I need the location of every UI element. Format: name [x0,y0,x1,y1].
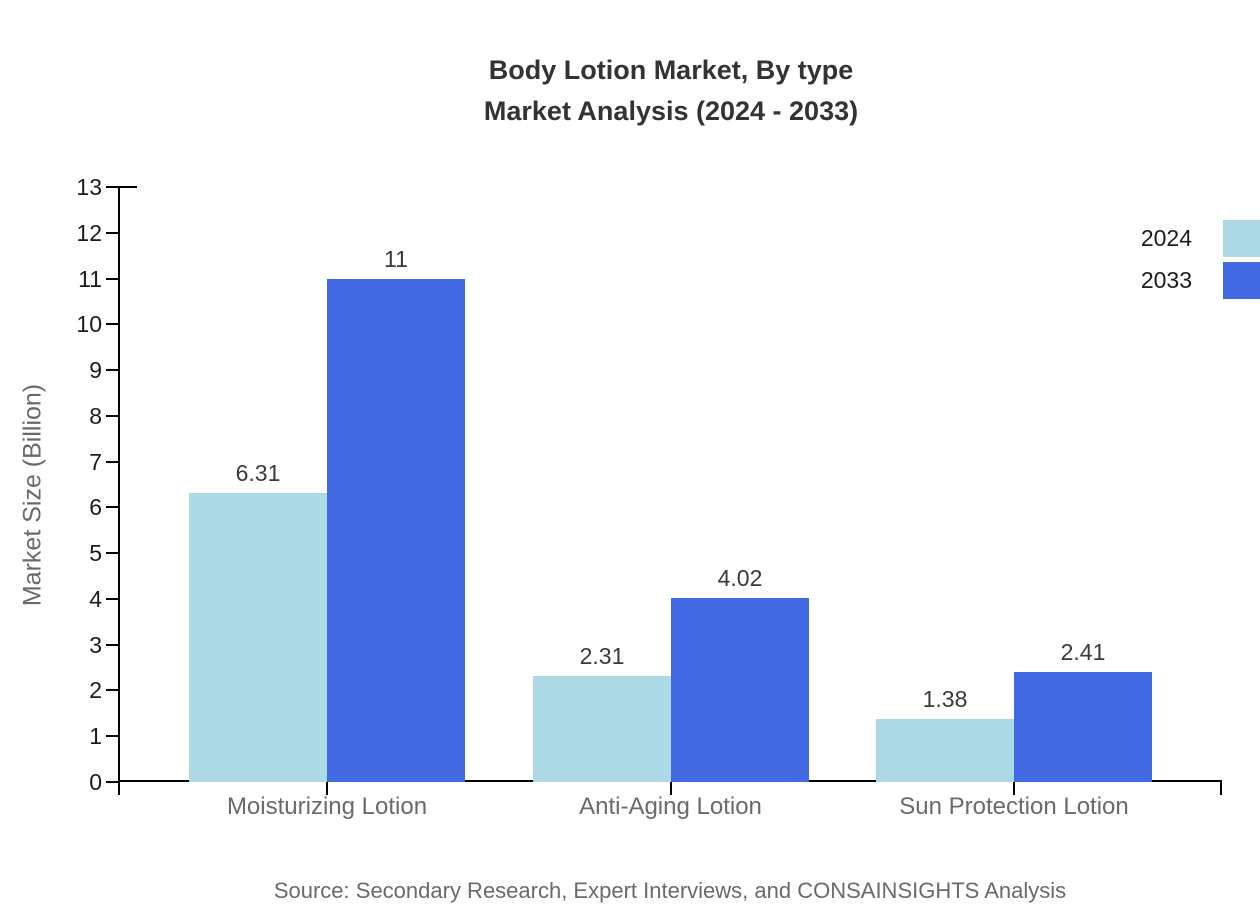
y-tick-label: 8 [89,403,102,429]
y-tick [106,552,120,554]
y-tick [106,415,120,417]
y-tick-label: 13 [76,174,102,200]
y-tick [106,644,120,646]
bar-2033-2 [671,598,809,782]
source-note: Source: Secondary Research, Expert Inter… [273,878,1067,903]
bar-value-label: 2.31 [579,643,625,669]
y-tick [106,323,120,325]
y-tick [106,369,120,371]
legend-swatch-2024 [1223,220,1260,257]
x-tick [1013,782,1015,795]
x-axis-end-cap [1220,782,1222,795]
y-tick-label: 1 [89,723,102,749]
legend-swatch-2033 [1223,262,1260,299]
bar-value-label: 4.02 [717,565,763,591]
x-tick [326,782,328,795]
y-axis-end-cap [120,186,137,188]
legend-label-2024: 2024 [1140,225,1192,251]
category-label: Anti-Aging Lotion [579,793,762,820]
y-tick [106,232,120,234]
bar-2024-2 [533,676,671,782]
category-label: Sun Protection Lotion [899,793,1129,820]
y-tick [106,461,120,463]
y-tick [106,598,120,600]
chart-title: Body Lotion Market, By type Market Analy… [484,50,858,132]
y-tick-label: 7 [89,449,102,475]
y-tick-label: 3 [89,632,102,658]
y-tick-label: 10 [76,311,102,337]
y-tick-label: 4 [89,586,102,612]
y-tick-label: 5 [89,540,102,566]
y-tick-label: 2 [89,677,102,703]
category-label: Moisturizing Lotion [226,793,428,820]
bar-value-label: 11 [384,246,408,272]
x-tick [669,782,672,795]
bar-value-label: 2.41 [1060,639,1106,665]
y-axis-line [118,186,120,795]
y-tick [106,781,120,783]
bar-value-label: 6.31 [235,460,281,486]
y-tick [106,186,120,188]
legend-label-2033: 2033 [1140,267,1192,293]
y-tick-label: 6 [89,494,102,520]
y-tick-label: 12 [76,220,102,246]
y-tick [106,689,120,691]
bar-2033-3 [1014,672,1152,782]
y-tick [106,506,120,508]
y-tick [106,278,120,280]
y-tick [106,735,120,737]
y-tick-label: 9 [89,357,102,383]
y-tick-label: 11 [78,266,102,292]
bar-2024-3 [876,719,1014,782]
bar-value-label: 1.38 [922,686,968,712]
y-tick-label: 0 [89,769,102,795]
bar-2024-1 [189,493,327,782]
chart-title-line1: Body Lotion Market, By type [488,55,854,85]
bar-2033-1 [327,279,465,782]
chart-title-line2: Market Analysis (2024 - 2033) [483,96,859,126]
